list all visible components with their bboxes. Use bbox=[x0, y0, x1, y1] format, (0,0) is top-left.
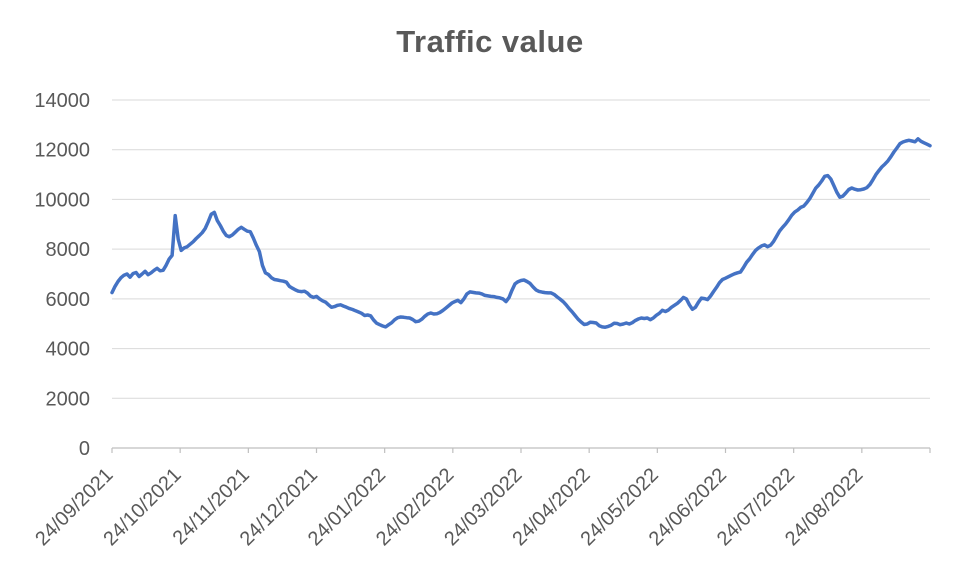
y-axis-label: 4000 bbox=[46, 339, 91, 361]
y-axis-label: 0 bbox=[79, 438, 90, 460]
y-axis-label: 14000 bbox=[34, 90, 90, 112]
y-axis-label: 10000 bbox=[34, 189, 90, 211]
y-axis-label: 2000 bbox=[46, 388, 91, 410]
y-axis-label: 6000 bbox=[46, 289, 91, 311]
y-axis-label: 8000 bbox=[46, 239, 91, 261]
y-axis-label: 12000 bbox=[34, 140, 90, 162]
traffic-value-series-line bbox=[110, 137, 932, 329]
chart-title: Traffic value bbox=[396, 24, 584, 59]
